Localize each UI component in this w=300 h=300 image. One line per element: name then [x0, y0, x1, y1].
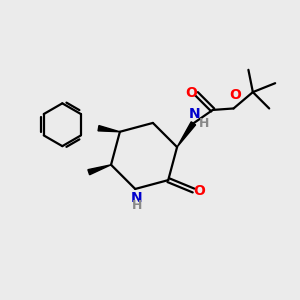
Polygon shape — [177, 122, 196, 147]
Text: O: O — [193, 184, 205, 197]
Text: N: N — [131, 191, 142, 205]
Text: O: O — [185, 86, 197, 100]
Text: H: H — [199, 117, 209, 130]
Text: N: N — [188, 107, 200, 121]
Polygon shape — [88, 165, 111, 175]
Text: O: O — [229, 88, 241, 102]
Text: H: H — [131, 200, 142, 212]
Polygon shape — [98, 126, 120, 132]
